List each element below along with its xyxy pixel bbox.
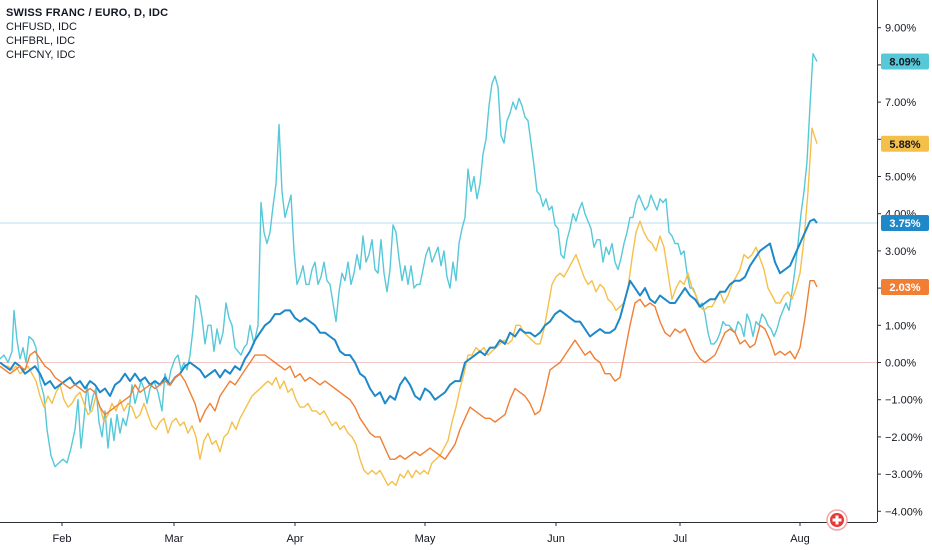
y-tick-label: 1.00% [885,320,916,332]
x-tick-label: Mar [165,533,184,545]
series-line-chfbrl[interactable] [0,127,818,486]
series-line-chfeur-ref[interactable] [0,53,818,468]
x-tick-label: Aug [790,533,810,545]
badge-background [881,53,929,70]
plot-area[interactable] [0,53,877,486]
last-value-badge-chfbrl[interactable]: 5.88% [881,135,929,152]
badge-background [881,135,929,152]
badge-label: 2.03% [889,282,920,294]
legend-title[interactable]: SWISS FRANC / EURO, D, IDC [6,7,169,19]
x-tick-label: Jun [547,533,565,545]
legend-item-chfcny[interactable]: CHFCNY, IDC [6,49,76,61]
y-tick-label: 3.00% [885,246,916,258]
y-tick-label: 5.00% [885,172,916,184]
swiss-flag-icon[interactable] [826,509,848,531]
y-tick-label: −2.00% [885,432,923,444]
flag-cross-h [832,518,842,522]
y-tick-label: 7.00% [885,97,916,109]
x-tick-label: Jul [673,533,687,545]
series-line-chfusd[interactable] [0,218,818,405]
x-tick-label: Feb [53,533,72,545]
x-tick-label: Apr [286,533,303,545]
legend: SWISS FRANC / EURO, D, IDC CHFUSD, IDC C… [6,6,168,62]
badge-label: 3.75% [889,218,920,230]
badge-label: 8.09% [889,57,920,69]
y-tick-label: −4.00% [885,506,923,518]
y-tick-label: 9.00% [885,23,916,35]
last-value-badge-chfcny[interactable]: 2.03% [881,278,929,295]
series-line-chfcny[interactable] [0,280,818,460]
badge-label: 5.88% [889,139,920,151]
x-tick-label: May [415,533,436,545]
legend-item-chfbrl[interactable]: CHFBRL, IDC [6,35,76,47]
last-value-badge-chfeur-ref[interactable]: 8.09% [881,53,929,70]
badge-background [881,278,929,295]
y-tick-label: 0.00% [885,358,916,370]
y-tick-label: −1.00% [885,395,923,407]
badge-background [881,215,929,231]
last-value-badge-chfusd[interactable]: 3.75% [881,215,929,231]
y-tick-label: −3.00% [885,469,923,481]
legend-item-chfusd[interactable]: CHFUSD, IDC [6,21,77,33]
